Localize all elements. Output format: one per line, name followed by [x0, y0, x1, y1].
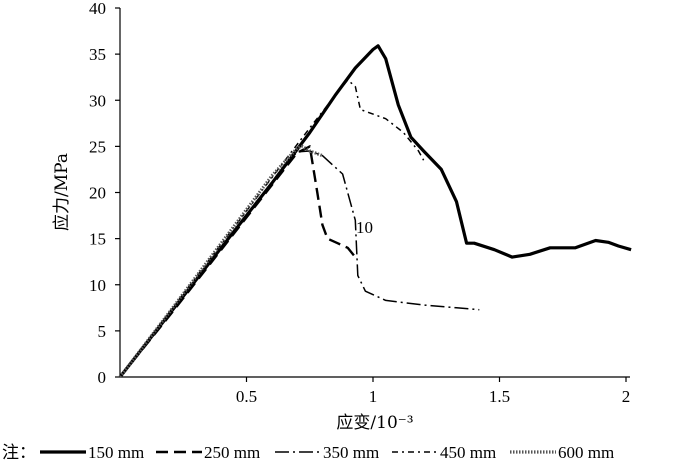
y-tick-label: 35: [89, 45, 106, 64]
series-line-350-mm: [119, 150, 480, 378]
y-tick-label: 30: [89, 91, 106, 110]
series-line-450-mm: [119, 79, 425, 378]
y-tick-label: 0: [98, 368, 107, 387]
legend: 注： 150 mm 250 mm 350 mm 450 mm 600 mm: [2, 443, 614, 462]
legend-label: 150 mm: [88, 443, 144, 462]
y-ticks: 0 5 10 15 20 25 30 35 40: [89, 0, 120, 387]
y-tick-label: 5: [98, 322, 107, 341]
y-tick-label: 25: [89, 137, 106, 156]
axes: 0.5 1 1.5 2 0 5 10 15 20 25 30 35 40: [89, 0, 630, 406]
y-axis-title: 应力/MPa: [52, 153, 72, 231]
x-tick-label: 2: [622, 387, 631, 406]
x-axis-title: 应变/10⁻³: [336, 413, 413, 433]
legend-label: 350 mm: [323, 443, 379, 462]
series-line-600-mm: [118, 144, 323, 378]
series-line-250-mm: [119, 145, 357, 378]
legend-label: 250 mm: [204, 443, 260, 462]
y-tick-label: 10: [89, 276, 106, 295]
legend-label: 450 mm: [440, 443, 496, 462]
x-ticks: 0.5 1 1.5 2: [236, 377, 630, 406]
legend-prefix: 注：: [2, 443, 36, 462]
x-tick-label: 1.5: [489, 387, 510, 406]
series-line-150-mm: [118, 44, 632, 378]
curve-annotation: 10: [356, 218, 373, 237]
x-tick-label: 0.5: [236, 387, 257, 406]
y-tick-label: 15: [89, 230, 106, 249]
series-layer: [118, 44, 632, 378]
y-tick-label: 40: [89, 0, 106, 18]
legend-label: 600 mm: [558, 443, 614, 462]
x-tick-label: 1: [369, 387, 378, 406]
y-tick-label: 20: [89, 184, 106, 203]
